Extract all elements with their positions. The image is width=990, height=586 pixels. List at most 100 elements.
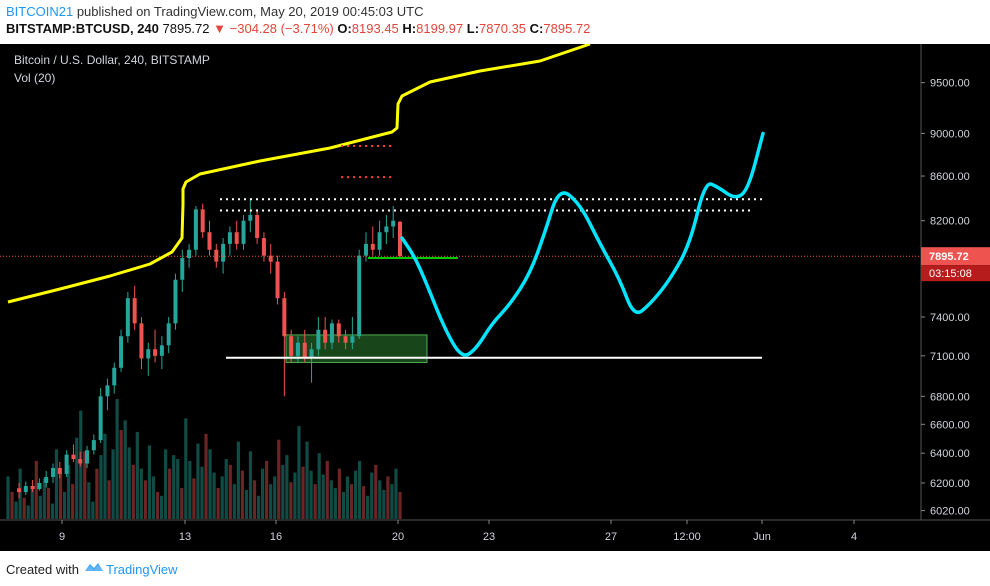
- volume-bar: [14, 501, 18, 519]
- x-tick-label: 27: [605, 531, 617, 543]
- volume-bar: [220, 476, 224, 519]
- volume-bar: [139, 468, 143, 519]
- volume-bar: [111, 449, 115, 519]
- volume-bar: [103, 433, 107, 519]
- volume-bar: [289, 482, 293, 519]
- volume-bar: [285, 455, 289, 519]
- price-chart[interactable]: 9500.00 9000.00 8600.00 8200.00 7400.00 7100.…: [0, 42, 990, 551]
- candle-body: [112, 367, 117, 386]
- volume-bar: [131, 464, 135, 519]
- volume-bar: [10, 491, 14, 519]
- volume-bar: [176, 459, 180, 519]
- publish-header: BITCOIN21 published on TradingView.com, …: [0, 0, 990, 44]
- tradingview-logo-icon: [85, 563, 103, 571]
- volume-bar: [168, 468, 172, 519]
- volume-bar: [6, 476, 10, 519]
- x-tick-label: 16: [270, 531, 282, 543]
- candle-body: [384, 226, 389, 233]
- volume-bar: [293, 472, 297, 519]
- y-tick-label: 6200.00: [930, 478, 970, 490]
- volume-bar: [277, 439, 281, 519]
- x-tick-label: 12:00: [673, 531, 701, 543]
- last-price-tag: [921, 247, 990, 266]
- candle-body: [85, 450, 90, 464]
- volume-bar: [30, 486, 34, 519]
- volume-bar: [362, 486, 366, 519]
- candle-body: [200, 209, 205, 233]
- volume-bar: [200, 466, 204, 519]
- volume-bar: [390, 484, 394, 519]
- volume-bar: [337, 468, 341, 519]
- volume-bar: [366, 495, 370, 519]
- volume-bar: [91, 501, 95, 519]
- x-tick-label: 13: [179, 531, 191, 543]
- volume-bar: [305, 441, 309, 519]
- candle-body: [166, 323, 171, 346]
- volume-bar: [224, 459, 228, 519]
- volume-bar: [313, 484, 317, 519]
- volume-bar: [204, 433, 208, 519]
- symbol-ohlc-line: BITSTAMP:BTCUSD, 240 7895.72 ▼ −304.28 (…: [6, 21, 590, 36]
- candle-body: [159, 345, 164, 356]
- x-tick-label: 4: [851, 531, 857, 543]
- candle-body: [289, 336, 294, 356]
- candle-body: [193, 209, 198, 250]
- candle-body: [255, 215, 260, 239]
- volume-bar: [317, 453, 321, 519]
- volume-bar: [75, 437, 79, 519]
- volume-bar: [273, 476, 277, 519]
- candle-body: [57, 467, 62, 474]
- x-tick-label: 20: [392, 531, 404, 543]
- volume-bar: [50, 503, 55, 519]
- candle-body: [227, 232, 232, 244]
- volume-bar: [374, 464, 378, 519]
- volume-bar: [382, 489, 386, 519]
- candle-body: [139, 323, 144, 359]
- candle-body: [398, 221, 402, 257]
- y-tick-label: 6800.00: [930, 391, 970, 403]
- y-tick-label: 6020.00: [930, 506, 970, 518]
- candle-body: [357, 255, 362, 337]
- yellow-envelope-line: [7, 42, 591, 304]
- volume-bar: [83, 451, 87, 519]
- tradingview-brand-link[interactable]: TradingView: [106, 562, 178, 577]
- volume-bar: [281, 464, 285, 519]
- volume-bar: [333, 488, 337, 519]
- volume-bar: [192, 478, 196, 519]
- volume-bar: [329, 480, 333, 519]
- volume-bar: [42, 478, 46, 519]
- y-tick-label: 9000.00: [930, 128, 970, 140]
- volume-bar: [208, 449, 212, 519]
- volume-bar: [79, 410, 83, 519]
- author-link[interactable]: BITCOIN21: [6, 4, 74, 19]
- y-tick-label: 6400.00: [930, 448, 970, 460]
- candle-body: [17, 488, 21, 493]
- candle-body: [91, 440, 96, 451]
- volume-bar: [228, 464, 232, 519]
- candle-body: [234, 232, 239, 244]
- y-tick-label: 7100.00: [930, 351, 970, 363]
- volume-bar: [155, 491, 160, 519]
- y-tick-label: 9500.00: [930, 78, 970, 90]
- volume-bar: [87, 482, 91, 519]
- candle-body: [268, 255, 273, 262]
- chart-area[interactable]: 9500.00 9000.00 8600.00 8200.00 7400.00 7100.…: [0, 42, 990, 551]
- volume-bar: [244, 489, 249, 519]
- candle-body: [370, 243, 375, 250]
- y-tick-label: 8600.00: [930, 171, 970, 183]
- candle-body: [132, 298, 137, 324]
- volume-bar: [386, 476, 390, 519]
- volume-bar: [269, 484, 273, 519]
- volume-bar: [248, 451, 253, 519]
- candle-body: [377, 232, 382, 250]
- high-label: H:: [402, 21, 417, 36]
- candle-body: [44, 476, 49, 483]
- candle-body: [295, 342, 300, 356]
- volume-bar: [349, 484, 354, 519]
- candle-body: [146, 349, 151, 359]
- volume-bar: [180, 488, 184, 519]
- candle-body: [323, 329, 328, 343]
- candle-body: [248, 215, 253, 221]
- volume-bar: [67, 464, 71, 519]
- publish-info: BITCOIN21 published on TradingView.com, …: [6, 4, 423, 19]
